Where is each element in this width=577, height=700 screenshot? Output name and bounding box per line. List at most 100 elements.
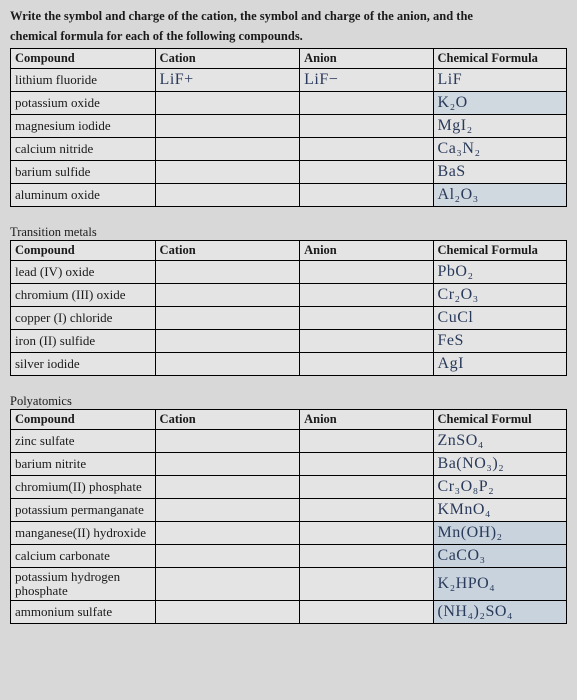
formula-cell: Al₂O₃ [433, 183, 566, 206]
cation-cell [155, 283, 300, 306]
formula-cell: CaCO₃ [433, 544, 566, 567]
anion-cell [300, 160, 433, 183]
table-row: potassium permanganate KMnO₄ [11, 498, 567, 521]
table-row: silver iodide AgI [11, 352, 567, 375]
header-compound: Compound [11, 409, 156, 429]
formula-cell: Cr₂O₃ [433, 283, 566, 306]
formula-cell: K₂HPO₄ [433, 567, 566, 601]
compound-cell: manganese(II) hydroxide [11, 521, 156, 544]
section-title-polyatomics: Polyatomics [10, 394, 567, 409]
table-ionic-compounds: Compound Cation Anion Chemical Formula l… [10, 48, 567, 207]
cation-cell [155, 601, 300, 624]
handwritten-text: Ba(NO₃)₂ [438, 455, 505, 472]
formula-cell: BaS [433, 160, 566, 183]
cation-cell [155, 306, 300, 329]
handwritten-text: (NH₄)₂SO₄ [438, 603, 513, 620]
section-title-transition: Transition metals [10, 225, 567, 240]
table-header-row: Compound Cation Anion Chemical Formula [11, 240, 567, 260]
formula-cell: Mn(OH)₂ [433, 521, 566, 544]
anion-cell [300, 601, 433, 624]
anion-cell [300, 475, 433, 498]
compound-cell: aluminum oxide [11, 183, 156, 206]
handwritten-text: CuCl [438, 309, 474, 326]
cation-cell [155, 183, 300, 206]
formula-cell: AgI [433, 352, 566, 375]
header-anion: Anion [300, 409, 433, 429]
compound-cell: chromium (III) oxide [11, 283, 156, 306]
handwritten-text: BaS [438, 163, 466, 180]
table-transition-metals: Compound Cation Anion Chemical Formula l… [10, 240, 567, 376]
table-row: potassium oxide K₂O [11, 91, 567, 114]
cation-cell [155, 498, 300, 521]
header-anion: Anion [300, 240, 433, 260]
table-row: barium nitrite Ba(NO₃)₂ [11, 452, 567, 475]
cation-cell [155, 137, 300, 160]
handwritten-text: AgI [438, 355, 464, 372]
table-row: magnesium iodide MgI₂ [11, 114, 567, 137]
formula-cell: LiF [433, 68, 566, 91]
header-compound: Compound [11, 48, 156, 68]
compound-cell: iron (II) sulfide [11, 329, 156, 352]
compound-cell: chromium(II) phosphate [11, 475, 156, 498]
anion-cell [300, 544, 433, 567]
table-row: chromium(II) phosphate Cr₃O₈P₂ [11, 475, 567, 498]
compound-cell: lithium fluoride [11, 68, 156, 91]
table-row: manganese(II) hydroxide Mn(OH)₂ [11, 521, 567, 544]
compound-cell: calcium nitride [11, 137, 156, 160]
cation-cell [155, 260, 300, 283]
table-row: lead (IV) oxide PbO₂ [11, 260, 567, 283]
table-row: calcium nitride Ca₃N₂ [11, 137, 567, 160]
anion-cell [300, 352, 433, 375]
instruction-line-1: Write the symbol and charge of the catio… [10, 8, 567, 25]
formula-cell: KMnO₄ [433, 498, 566, 521]
handwritten-text: LiF− [304, 71, 338, 88]
handwritten-text: Ca₃N₂ [438, 140, 481, 157]
formula-cell: CuCl [433, 306, 566, 329]
compound-cell: copper (I) chloride [11, 306, 156, 329]
formula-cell: PbO₂ [433, 260, 566, 283]
cation-cell [155, 352, 300, 375]
cation-cell [155, 475, 300, 498]
handwritten-text: ZnSO₄ [438, 432, 484, 449]
anion-cell [300, 137, 433, 160]
header-compound: Compound [11, 240, 156, 260]
table-row: chromium (III) oxide Cr₂O₃ [11, 283, 567, 306]
header-cation: Cation [155, 409, 300, 429]
formula-cell: Ba(NO₃)₂ [433, 452, 566, 475]
formula-cell: Cr₃O₈P₂ [433, 475, 566, 498]
table-row: copper (I) chloride CuCl [11, 306, 567, 329]
formula-cell: ZnSO₄ [433, 429, 566, 452]
compound-cell: silver iodide [11, 352, 156, 375]
compound-cell: magnesium iodide [11, 114, 156, 137]
cation-cell [155, 329, 300, 352]
cation-cell: LiF+ [155, 68, 300, 91]
compound-cell: lead (IV) oxide [11, 260, 156, 283]
anion-cell [300, 329, 433, 352]
compound-cell: barium nitrite [11, 452, 156, 475]
formula-cell: Ca₃N₂ [433, 137, 566, 160]
formula-cell: FeS [433, 329, 566, 352]
anion-cell [300, 183, 433, 206]
anion-cell [300, 260, 433, 283]
handwritten-text: Cr₂O₃ [438, 286, 479, 303]
handwritten-text: Mn(OH)₂ [438, 524, 503, 541]
anion-cell [300, 429, 433, 452]
anion-cell [300, 306, 433, 329]
anion-cell [300, 498, 433, 521]
header-formula: Chemical Formul [433, 409, 566, 429]
compound-cell: ammonium sulfate [11, 601, 156, 624]
compound-cell: calcium carbonate [11, 544, 156, 567]
header-cation: Cation [155, 240, 300, 260]
header-formula: Chemical Formula [433, 240, 566, 260]
compound-cell: barium sulfide [11, 160, 156, 183]
handwritten-text: KMnO₄ [438, 501, 491, 518]
handwritten-text: LiF+ [160, 71, 194, 88]
cation-cell [155, 91, 300, 114]
table-polyatomics: Compound Cation Anion Chemical Formul zi… [10, 409, 567, 625]
handwritten-text: CaCO₃ [438, 547, 486, 564]
handwritten-text: LiF [438, 71, 463, 88]
compound-cell: potassium hydrogen phosphate [11, 567, 156, 601]
table-header-row: Compound Cation Anion Chemical Formul [11, 409, 567, 429]
table-row: calcium carbonate CaCO₃ [11, 544, 567, 567]
anion-cell [300, 521, 433, 544]
